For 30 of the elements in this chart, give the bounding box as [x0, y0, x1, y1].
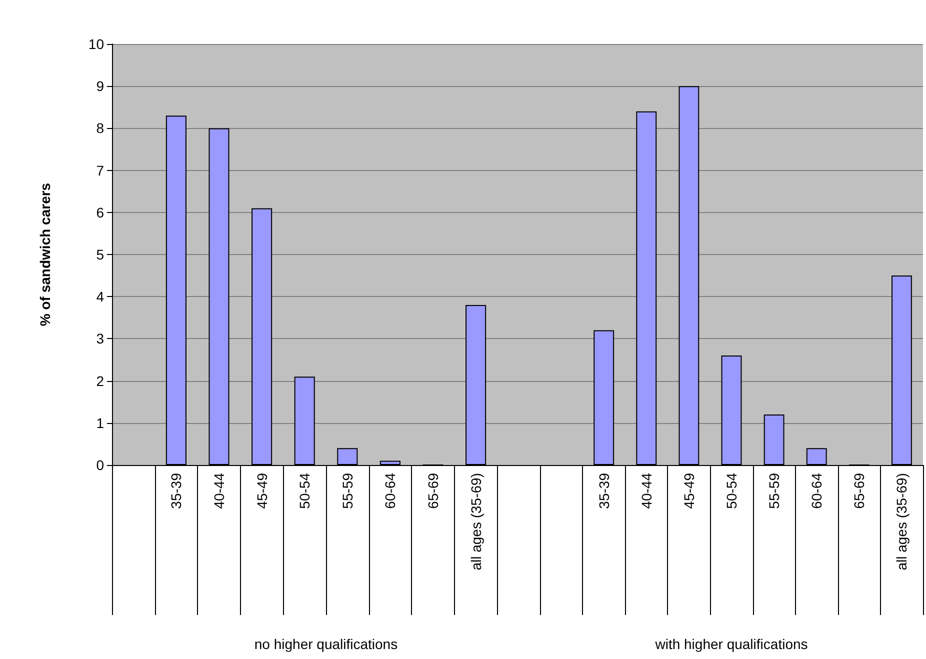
- x-tick-label: 45-49: [680, 472, 697, 509]
- x-tick-label: 35-39: [596, 472, 612, 509]
- y-tick-label: 7: [96, 162, 104, 178]
- y-tick-label: 2: [96, 372, 104, 389]
- x-tick-label: 65-69: [851, 472, 868, 509]
- y-tick-label: 9: [96, 78, 104, 94]
- x-tick-label: 40-44: [211, 472, 227, 509]
- x-tick-label: 60-64: [382, 472, 398, 509]
- y-tick-label: 1: [96, 414, 104, 431]
- y-tick-label: 0: [96, 457, 104, 473]
- x-axis-title: no higher qualifications: [254, 636, 398, 652]
- x-tick-label: 65-69: [425, 472, 441, 509]
- x-tick-label: 60-64: [808, 472, 825, 509]
- x-axis-title: with higher qualifications: [654, 636, 808, 652]
- y-tick-label: 10: [88, 36, 104, 52]
- x-tick-label: all ages (35-69): [894, 473, 910, 570]
- y-tick-label: 4: [96, 288, 104, 305]
- y-tick-label: 5: [96, 246, 104, 262]
- x-tick-label: 35-39: [168, 472, 184, 509]
- x-tick-label: 55-59: [339, 472, 356, 509]
- y-tick-label: 3: [96, 330, 104, 347]
- x-tick-label: 40-44: [638, 472, 654, 509]
- x-tick-label: 50-54: [296, 472, 313, 509]
- x-tick-label: 50-54: [724, 472, 740, 509]
- x-tick-label: all ages (35-69): [468, 473, 484, 570]
- x-tick-label: 45-49: [254, 472, 270, 509]
- y-tick-label: 6: [96, 204, 104, 220]
- x-tick-label: 55-59: [766, 472, 782, 509]
- y-axis-title: % of sandwich carers: [37, 182, 53, 326]
- y-tick-label: 8: [96, 120, 104, 136]
